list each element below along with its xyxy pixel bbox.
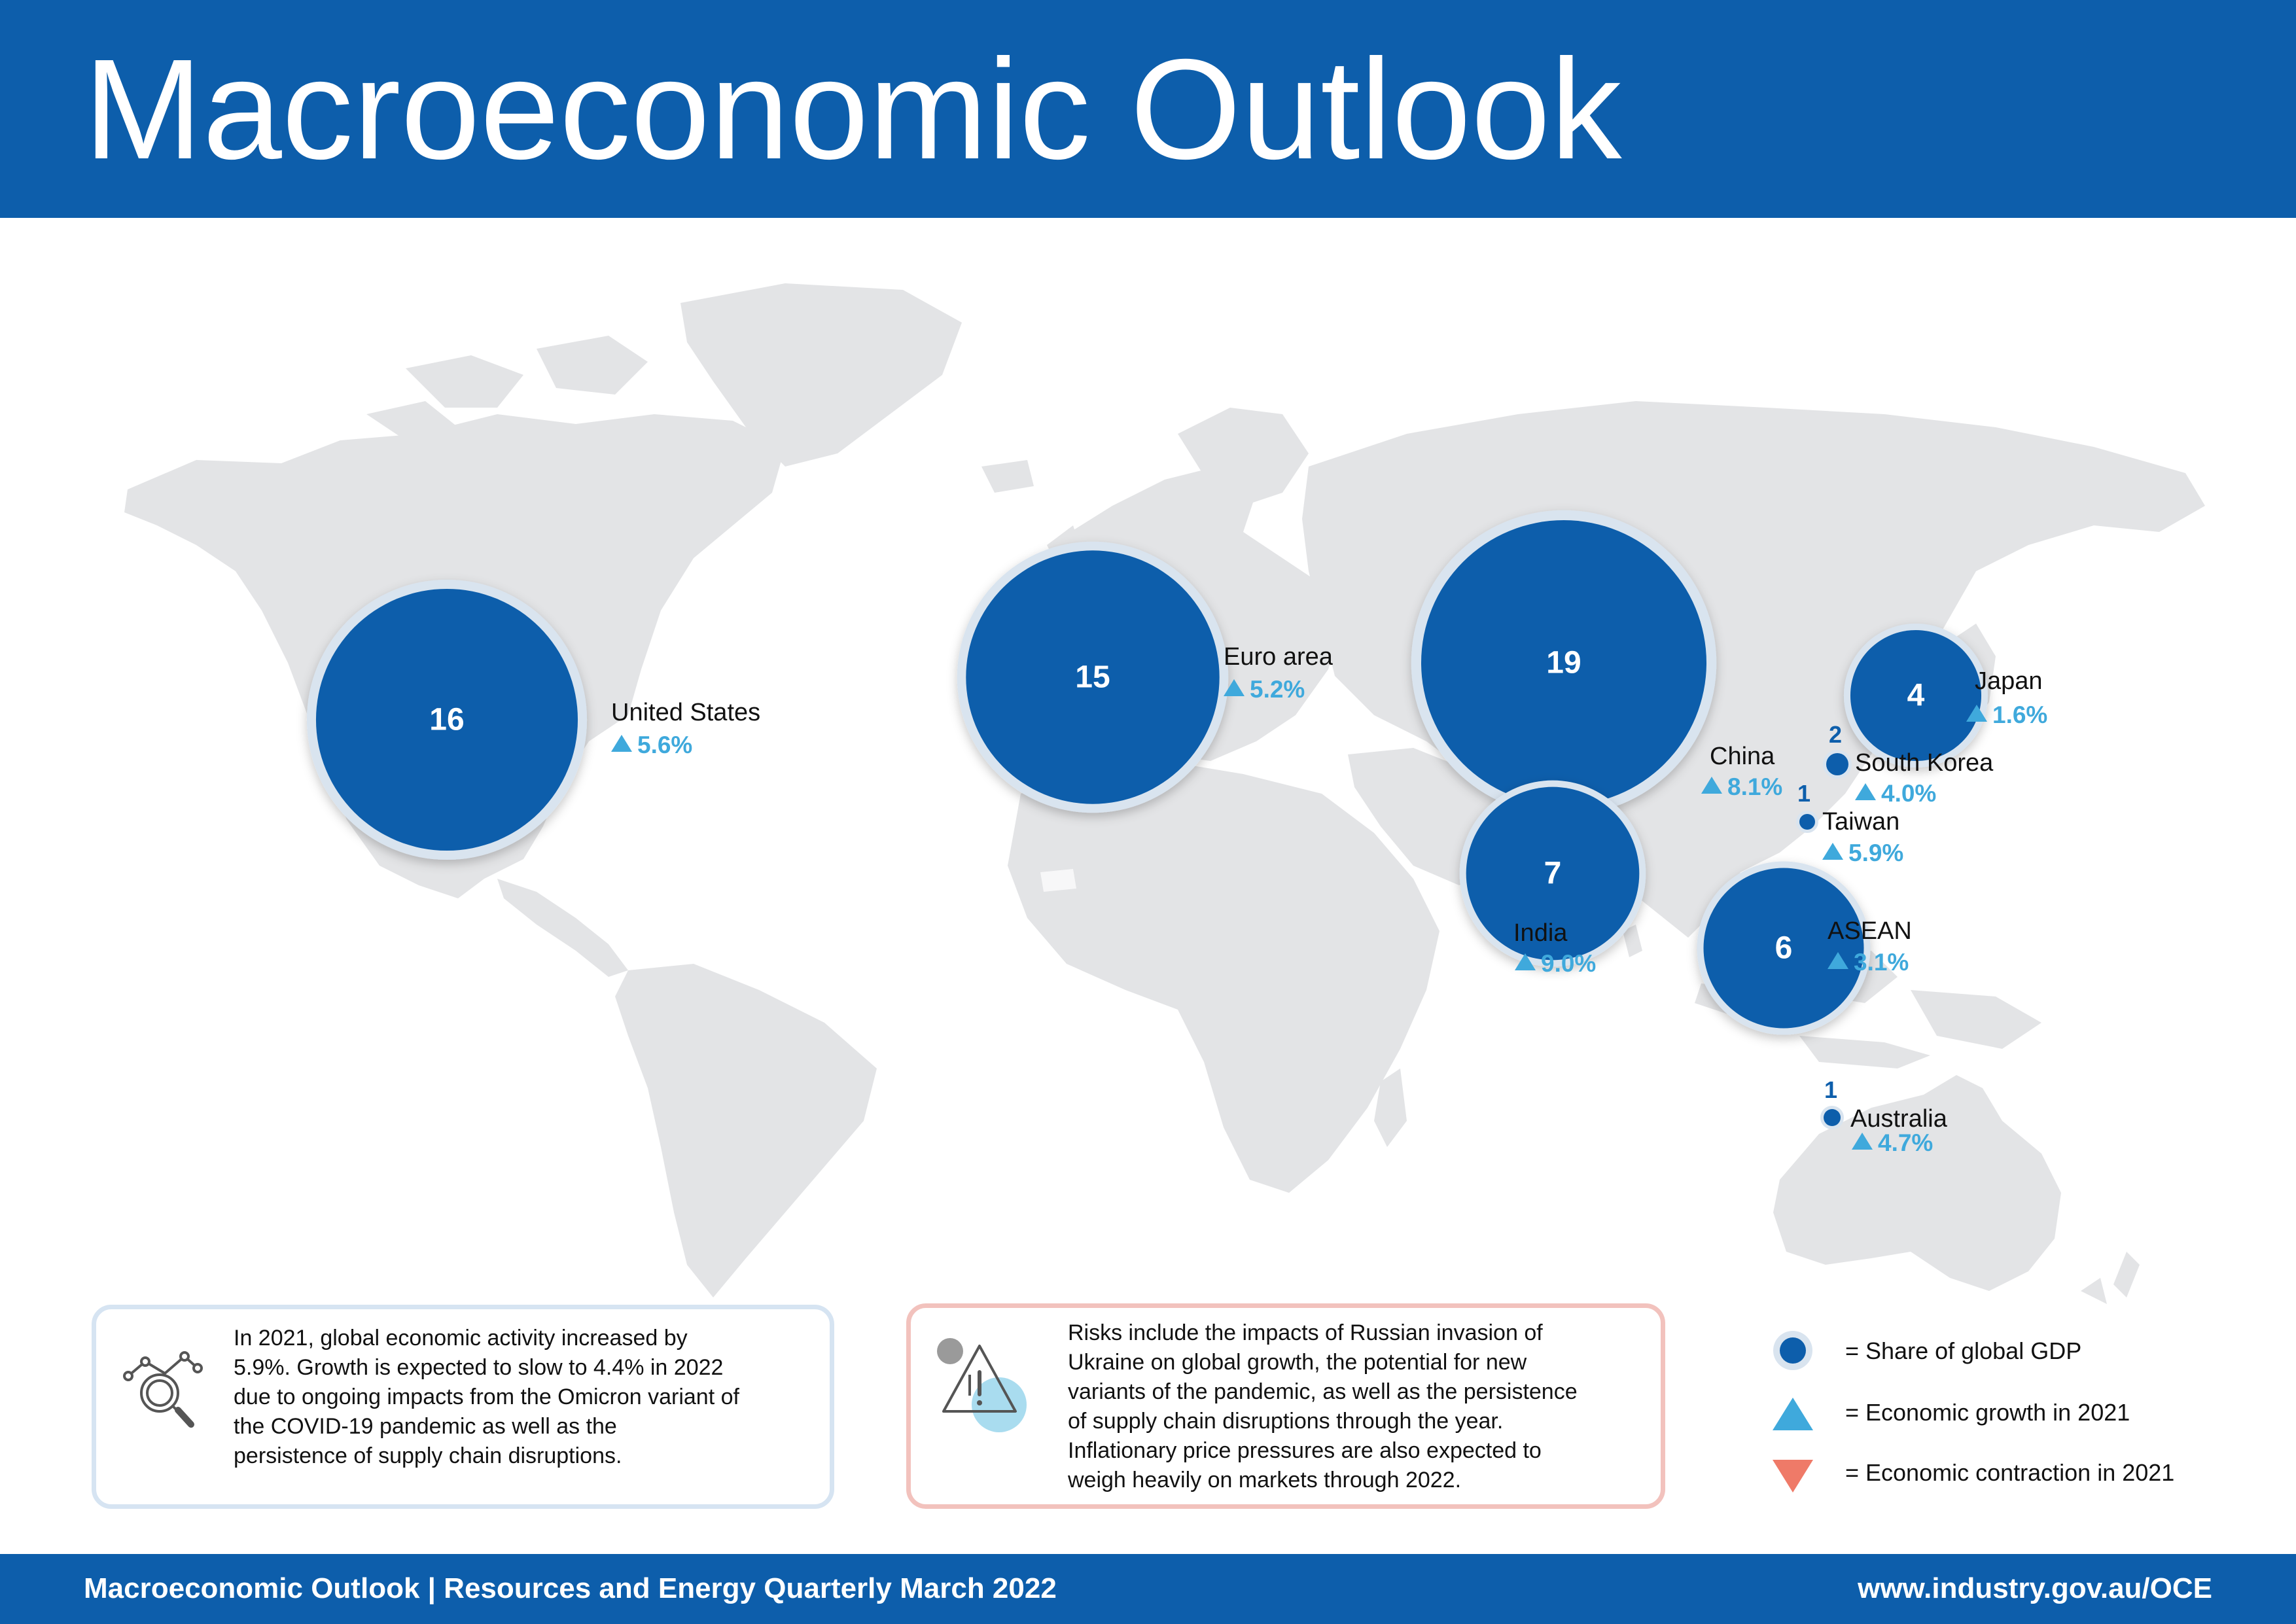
gdp-bubble-asean: 6 [1697,861,1871,1035]
gdp-bubble-circle [1466,786,1640,961]
gdp-bubble-circle [1421,520,1706,805]
gdp-share-value: 15 [1075,660,1110,695]
gdp-bubble-circle [1850,629,1982,762]
gdp-bubble-circle [1799,814,1815,830]
growth-up-icon [1701,777,1722,794]
gdp-bubble-circle [1826,753,1848,775]
footer-website-link[interactable]: www.industry.gov.au/OCE [1858,1572,2212,1604]
label-us: United States [611,699,761,726]
outlook-line: In 2021, global economic activity increa… [234,1326,688,1350]
growth-asean: 3.1% [1828,949,1909,976]
share-taiwan: 1 [1797,780,1811,807]
gdp-bubble-india: 7 [1459,780,1646,967]
risks-text: Risks include the impacts of Russian inv… [1068,1318,1578,1495]
continent-central-america [497,879,628,977]
gdp-bubble-taiwan [1796,811,1818,833]
growth-up-icon [1828,952,1848,969]
growth-australia: 4.7% [1852,1129,1933,1157]
label-australia: Australia [1850,1105,1947,1133]
continent-australia [1773,1075,2061,1291]
label-asean: ASEAN [1828,917,1912,945]
growth-up-icon [1966,705,1987,722]
risks-line: of supply chain disruptions through the … [1068,1409,1504,1434]
growth-taiwan-value: 5.9% [1848,839,1904,866]
gdp-share-value: 4 [1907,679,1925,713]
gdp-bubble-japan: 4 [1843,623,1988,768]
continent-africa [1008,761,1439,1193]
risks-line: weigh heavily on markets through 2022. [1068,1468,1462,1492]
growth-china: 8.1% [1701,773,1782,801]
warning-triangle-icon [937,1338,1027,1432]
growth-japan: 1.6% [1966,701,2047,729]
growth-euro-value: 5.2% [1250,676,1305,703]
gdp-bubble-korea [1823,750,1852,779]
label-euro: Euro area [1224,643,1333,671]
outlook-line: persistence of supply chain disruptions. [234,1443,622,1468]
growth-asean-value: 3.1% [1854,949,1909,976]
risks-line: Inflationary price pressures are also ex… [1068,1438,1542,1463]
gdp-bubble-china: 19 [1411,510,1717,816]
growth-up-icon [1515,953,1536,970]
gdp-bubble-australia [1820,1106,1844,1129]
gdp-bubble-circle [966,550,1220,804]
growth-korea: 4.0% [1855,780,1936,807]
growth-india-value: 9.0% [1541,950,1597,977]
growth-korea-value: 4.0% [1881,780,1937,807]
gdp-share-value: 6 [1775,931,1793,966]
label-taiwan: Taiwan [1822,808,1900,836]
gdp-bubble-circle [315,588,578,851]
growth-up-icon [1855,783,1876,800]
gdp-bubble-circle [1824,1109,1841,1126]
share-australia: 1 [1824,1076,1838,1103]
continent-south-america [615,964,877,1297]
outlook-line: the COVID-19 pandemic as well as the [234,1414,617,1439]
header-banner: Macroeconomic Outlook [0,0,2296,218]
label-japan: Japan [1975,667,2043,695]
growth-us: 5.6% [611,732,692,759]
gdp-share-value: 7 [1544,856,1562,891]
label-india: India [1513,919,1568,947]
gdp-bubble-us: 16 [306,579,588,860]
footer-publication: Macroeconomic Outlook | Resources and En… [84,1572,1057,1604]
gdp-bubble-circle [1703,868,1864,1029]
growth-euro: 5.2% [1224,676,1305,703]
outlook-line: 5.9%. Growth is expected to slow to 4.4%… [234,1355,724,1380]
growth-us-value: 5.6% [637,732,693,758]
legend-contraction-icon [1773,1460,1813,1492]
growth-up-icon [1224,679,1245,696]
growth-india: 9.0% [1515,950,1596,978]
legend-share-label: = Share of global GDP [1845,1337,2082,1364]
growth-taiwan: 5.9% [1822,839,1903,867]
growth-up-icon [1822,843,1843,860]
outlook-line: due to ongoing impacts from the Omicron … [234,1385,739,1409]
share-korea: 2 [1829,721,1843,748]
magnifier-chart-icon [123,1351,203,1428]
gdp-bubble-euro: 15 [957,541,1229,813]
growth-australia-value: 4.7% [1878,1129,1934,1156]
legend-growth-label: = Economic growth in 2021 [1845,1399,2130,1426]
label-china: China [1710,743,1775,770]
outlook-infobox: In 2021, global economic activity increa… [92,1305,834,1509]
legend-circle-icon [1773,1331,1812,1370]
risks-line: Risks include the impacts of Russian inv… [1068,1320,1543,1345]
growth-up-icon [1852,1133,1873,1150]
page-title: Macroeconomic Outlook [84,30,1622,189]
growth-up-icon [611,735,632,752]
outlook-text: In 2021, global economic activity increa… [234,1324,739,1471]
legend-contraction-label: = Economic contraction in 2021 [1845,1459,2175,1486]
island-greenland [680,283,962,467]
legend-growth-icon [1773,1398,1813,1430]
footer-bar: Macroeconomic Outlook | Resources and En… [0,1554,2296,1624]
risks-line: Ukraine on global growth, the potential … [1068,1350,1527,1375]
risks-line: variants of the pandemic, as well as the… [1068,1379,1578,1404]
gdp-share-value: 16 [429,703,464,737]
gdp-share-value: 19 [1546,646,1581,680]
growth-china-value: 8.1% [1727,773,1783,800]
label-korea: South Korea [1855,749,1994,777]
risks-infobox: Risks include the impacts of Russian inv… [906,1303,1665,1509]
growth-japan-value: 1.6% [1992,701,2048,728]
